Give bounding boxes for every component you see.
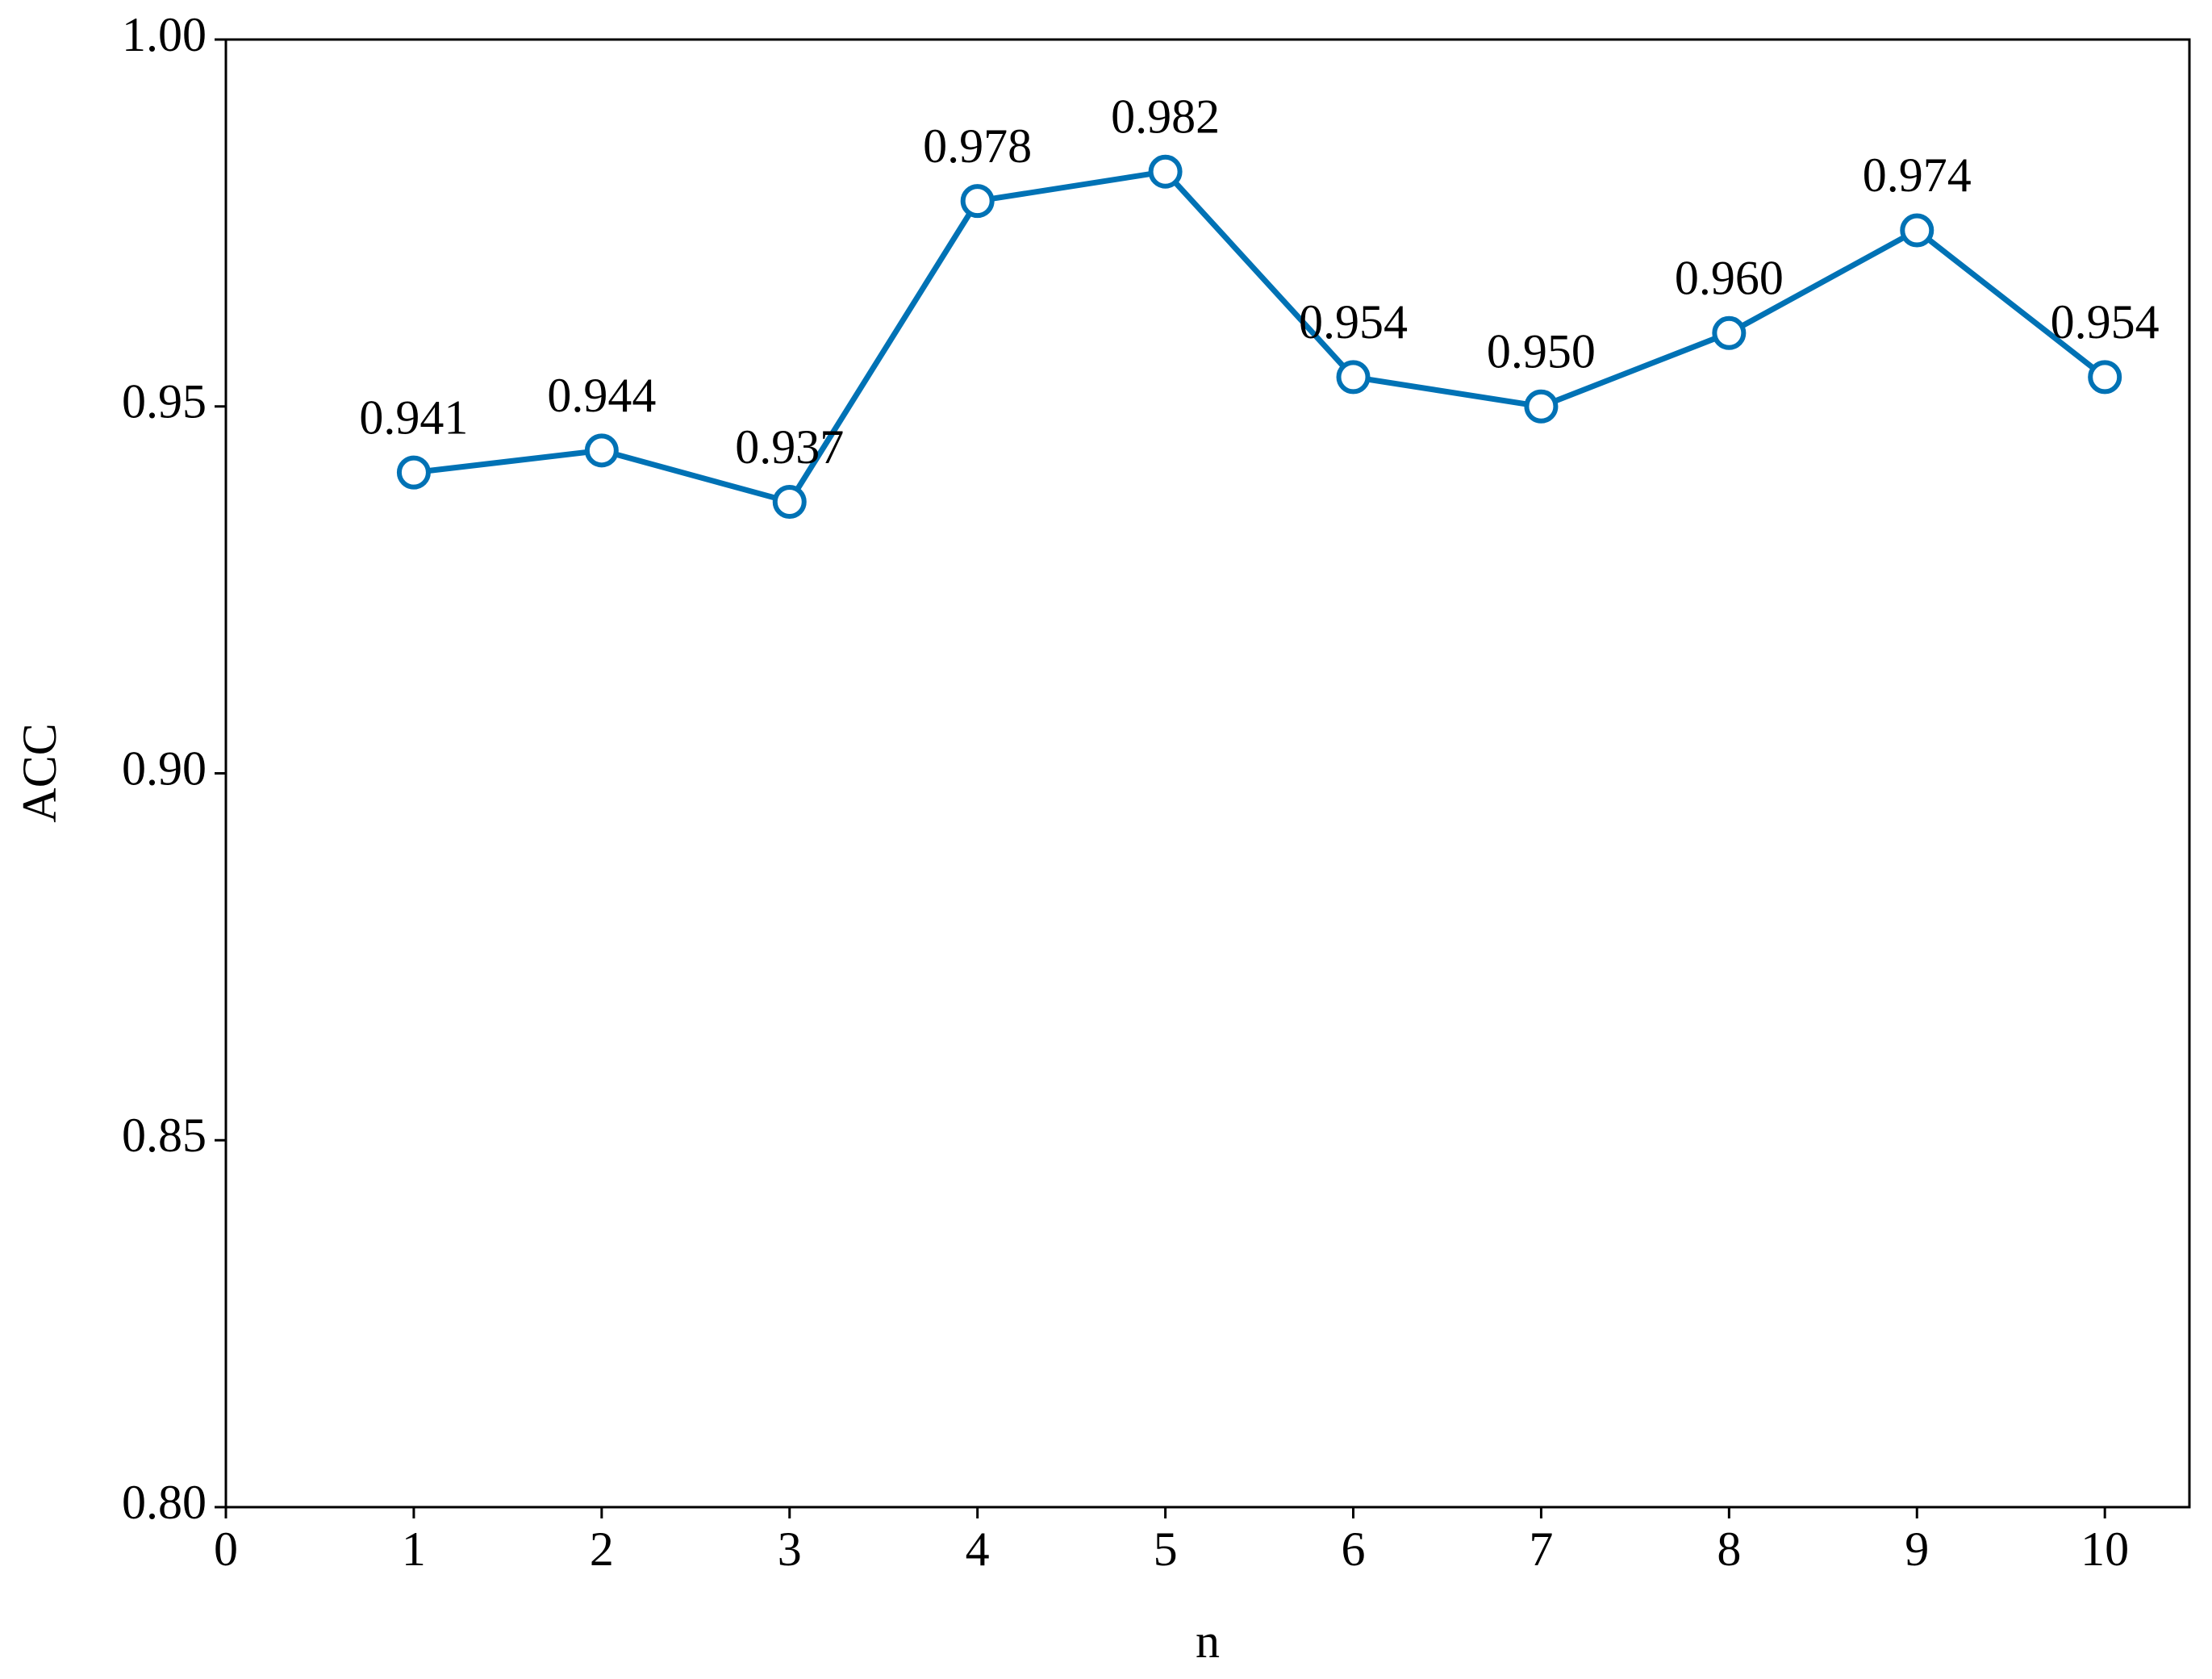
- data-point: [772, 484, 807, 519]
- data-label: 0.974: [1863, 148, 1972, 202]
- data-point: [960, 184, 995, 219]
- data-label: 0.982: [1111, 90, 1220, 143]
- data-point: [584, 433, 619, 468]
- data-label: 0.950: [1487, 325, 1596, 378]
- data-label: 0.944: [547, 369, 656, 422]
- data-label: 0.954: [2051, 295, 2160, 349]
- data-label: 0.937: [735, 420, 844, 474]
- x-tick-label: 9: [1905, 1522, 1929, 1576]
- x-tick-label: 3: [778, 1522, 802, 1576]
- data-line: [413, 168, 2107, 506]
- y-tick-label: 0.95: [122, 375, 207, 428]
- x-tick-label: 10: [2081, 1522, 2129, 1576]
- x-axis-label: n: [1196, 1614, 1220, 1668]
- y-tick-label: 0.80: [122, 1476, 207, 1529]
- data-point: [1336, 360, 1371, 395]
- data-point: [396, 455, 431, 490]
- y-tick-label: 0.90: [122, 741, 207, 795]
- data-label: 0.954: [1299, 295, 1408, 349]
- x-tick-label: 6: [1342, 1522, 1366, 1576]
- data-point: [1900, 213, 1934, 248]
- plot-frame: [224, 38, 2191, 1509]
- data-point: [2088, 360, 2122, 395]
- data-point: [1148, 154, 1183, 189]
- data-point: [1524, 389, 1559, 424]
- x-tick-label: 0: [214, 1522, 238, 1576]
- y-tick-label: 1.00: [122, 8, 207, 61]
- x-tick-label: 1: [402, 1522, 426, 1576]
- data-label: 0.960: [1675, 252, 1784, 305]
- y-axis-label: ACC: [13, 723, 66, 822]
- data-label: 0.978: [923, 119, 1032, 173]
- data-point: [1712, 315, 1747, 350]
- x-tick-label: 4: [966, 1522, 990, 1576]
- x-tick-label: 5: [1154, 1522, 1178, 1576]
- x-tick-label: 7: [1529, 1522, 1553, 1576]
- data-label: 0.941: [359, 391, 468, 444]
- y-tick-label: 0.85: [122, 1109, 207, 1162]
- x-tick-label: 8: [1717, 1522, 1741, 1576]
- x-tick-label: 2: [590, 1522, 614, 1576]
